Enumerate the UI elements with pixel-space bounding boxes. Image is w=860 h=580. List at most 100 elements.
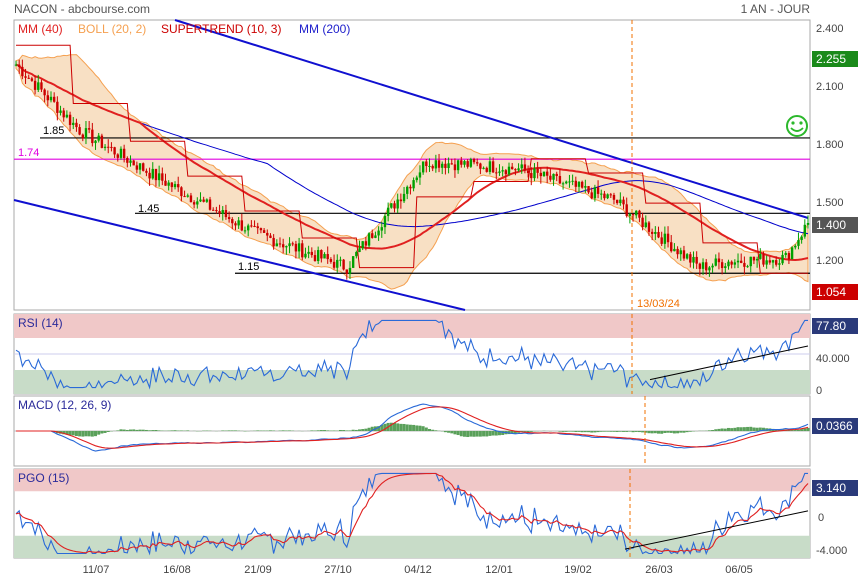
price-tag-mm40: 1.054	[812, 284, 858, 300]
trendline-upper	[174, 19, 809, 219]
macd-histogram-bar	[634, 431, 638, 432]
candle-body	[122, 148, 126, 159]
chart-title: NACON - abcbourse.com	[14, 2, 150, 16]
x-tick-label: 04/12	[404, 564, 432, 576]
candle-body	[126, 158, 129, 163]
rsi-tick: 0	[816, 385, 822, 397]
candle-body	[75, 122, 78, 128]
y-tick-label: 1.200	[816, 255, 844, 267]
candle-body	[339, 259, 342, 261]
candle-body	[17, 64, 21, 67]
macd-histogram-bar	[593, 431, 597, 433]
macd-histogram-bar	[676, 431, 680, 434]
macd-histogram-bar	[761, 427, 765, 431]
candle-body	[797, 240, 800, 246]
candle-body	[584, 186, 587, 188]
rsi-last-tag: 77.80	[812, 318, 858, 334]
candle-body	[59, 110, 62, 113]
candle-body	[498, 171, 501, 173]
candle-body	[43, 89, 46, 96]
candle-body	[561, 183, 565, 185]
candle-body	[393, 203, 396, 209]
macd-histogram-bar	[402, 423, 406, 431]
macd-histogram-bar	[370, 426, 374, 431]
candle-body	[685, 254, 689, 259]
candle-body	[476, 162, 479, 164]
candle-body	[609, 194, 612, 196]
macd-histogram-bar	[501, 431, 505, 435]
pgo-low-zone	[14, 535, 810, 558]
candle-body	[227, 217, 231, 220]
macd-histogram-bar	[316, 430, 320, 431]
pgo-high-zone	[14, 469, 810, 492]
macd-histogram-bar	[580, 431, 584, 433]
macd-histogram-bar	[100, 431, 104, 434]
macd-histogram-bar	[491, 431, 495, 436]
legend-boll: BOLL (20, 2)	[78, 22, 146, 36]
macd-histogram-bar	[338, 429, 342, 431]
candle-body	[310, 251, 314, 256]
candle-body	[514, 169, 517, 171]
macd-histogram-bar	[730, 428, 734, 431]
candle-body	[49, 96, 53, 101]
y-tick-label: 1.500	[816, 197, 844, 209]
candle-body	[635, 210, 638, 216]
macd-histogram-bar	[526, 431, 530, 433]
candle-body	[135, 165, 139, 170]
macd-histogram-bar	[141, 429, 145, 431]
candle-body	[743, 262, 746, 267]
candle-body	[250, 225, 253, 227]
candle-body	[752, 256, 756, 261]
candle-body	[765, 260, 768, 265]
macd-histogram-bar	[157, 430, 161, 431]
macd-histogram-bar	[383, 423, 387, 431]
candle-body	[348, 267, 352, 274]
candle-body	[110, 146, 113, 148]
candle-body	[806, 223, 810, 225]
macd-histogram-bar	[561, 431, 565, 432]
candle-body	[536, 168, 539, 173]
candle-body	[52, 96, 56, 102]
candle-body	[717, 258, 721, 263]
candle-body	[33, 80, 37, 90]
candle-body	[132, 160, 135, 166]
candle-body	[192, 202, 196, 205]
candle-body	[600, 193, 603, 195]
candle-body	[148, 172, 151, 179]
candle-body	[164, 180, 167, 186]
macd-histogram-bar	[657, 431, 661, 434]
candle-body	[555, 173, 558, 177]
macd-histogram-bar	[421, 426, 425, 431]
candle-body	[539, 172, 543, 177]
candle-body	[495, 172, 498, 174]
candle-body	[208, 199, 212, 210]
macd-line	[16, 403, 809, 452]
macd-histogram-bar	[319, 430, 323, 431]
candle-body	[30, 78, 34, 81]
candle-body	[275, 243, 279, 247]
candle-body	[129, 160, 132, 163]
x-tick-label: 06/05	[725, 564, 753, 576]
candle-body	[577, 181, 581, 187]
candle-body	[755, 258, 759, 261]
level-label-145: 1.45	[138, 203, 159, 215]
candle-body	[65, 114, 69, 118]
macd-histogram-bar	[351, 429, 355, 431]
candle-body	[183, 196, 186, 198]
candle-body	[491, 161, 495, 173]
macd-histogram-bar	[615, 431, 619, 432]
macd-histogram-bar	[256, 430, 260, 431]
candle-body	[371, 233, 374, 238]
candle-body	[377, 230, 380, 236]
pgo-line	[15, 472, 808, 556]
candle-body	[383, 215, 387, 228]
macd-histogram-bar	[478, 431, 482, 437]
candle-body	[316, 250, 320, 262]
x-axis: 11/07 16/08 21/09 27/10 04/12 12/01 19/0…	[83, 564, 753, 576]
macd-histogram-bar	[596, 431, 600, 433]
period-label: 1 AN - JOUR	[741, 2, 811, 16]
macd-histogram-bar	[494, 431, 498, 436]
macd-histogram-bar	[523, 431, 527, 432]
candle-body	[294, 243, 298, 252]
macd-histogram-bar	[230, 430, 234, 431]
